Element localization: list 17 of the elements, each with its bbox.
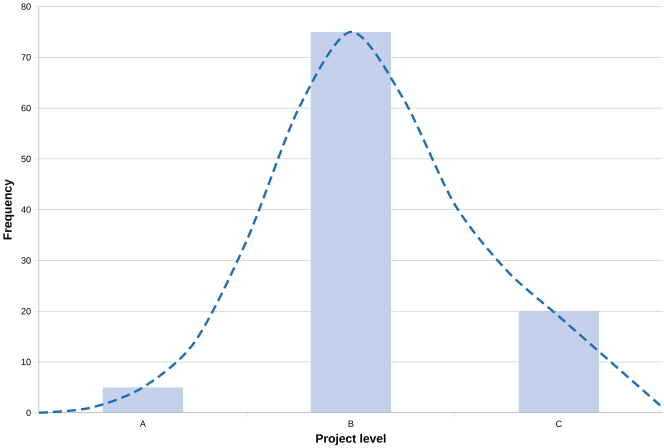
y-tick-label: 60	[21, 104, 31, 112]
x-tick-label: A	[140, 420, 146, 427]
y-tick-label: 80	[21, 3, 31, 10]
y-tick-label: 50	[21, 155, 31, 162]
y-tick-label: 40	[21, 206, 31, 213]
y-tick-label: 70	[21, 54, 31, 60]
x-tick-label: C	[556, 420, 562, 427]
y-tick-label: 30	[21, 257, 31, 264]
bar	[518, 310, 599, 413]
y-tick-label: 10	[22, 358, 31, 365]
y-tick-label: 0	[26, 409, 31, 416]
y-axis-title: Frequency	[3, 179, 14, 240]
x-axis-title: Project level	[316, 434, 386, 445]
x-tick-label: B	[348, 420, 354, 427]
bar	[310, 32, 392, 413]
bar	[102, 387, 184, 413]
y-tick-label: 20	[21, 308, 31, 314]
